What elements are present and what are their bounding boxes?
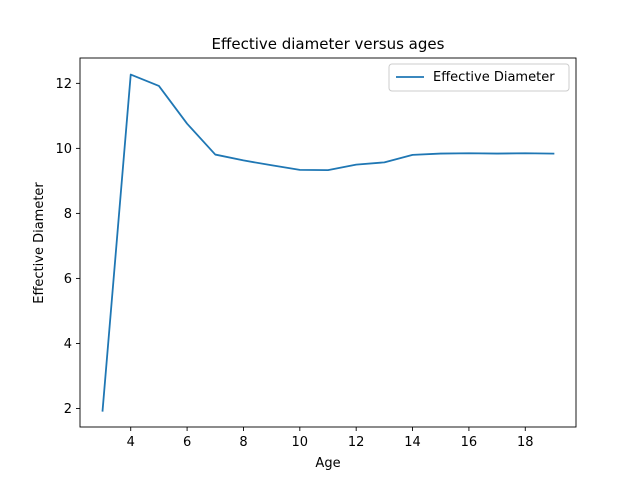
plot-area xyxy=(80,58,576,427)
plot-frame xyxy=(79,57,577,428)
y-axis-label: Effective Diameter xyxy=(32,182,47,304)
y-tick-label: 8 xyxy=(64,207,72,222)
y-tick-label: 10 xyxy=(55,142,72,157)
x-tick-label: 14 xyxy=(404,435,421,450)
legend: Effective Diameter xyxy=(388,63,570,92)
y-tick-label: 4 xyxy=(64,337,72,352)
y-tick-label: 6 xyxy=(64,272,72,287)
x-tick-label: 12 xyxy=(348,435,365,450)
x-tick-label: 16 xyxy=(461,435,478,450)
x-tick-label: 6 xyxy=(183,435,191,450)
chart-title: Effective diameter versus ages xyxy=(212,35,445,53)
y-tick-label: 12 xyxy=(55,77,72,92)
x-axis-label: Age xyxy=(315,456,340,471)
y-tick-label: 2 xyxy=(64,402,72,417)
legend-box xyxy=(388,63,570,92)
legend-label: Effective Diameter xyxy=(433,70,555,85)
x-axis-ticks: 4 6 8 10 12 14 16 18 xyxy=(127,427,534,450)
series-line xyxy=(101,73,555,412)
x-tick-label: 4 xyxy=(127,435,135,450)
series-layer xyxy=(101,73,555,412)
y-axis-ticks: 2 4 6 8 10 12 xyxy=(55,77,80,417)
x-tick-label: 10 xyxy=(292,435,309,450)
x-tick-label: 8 xyxy=(239,435,247,450)
x-tick-label: 18 xyxy=(517,435,534,450)
